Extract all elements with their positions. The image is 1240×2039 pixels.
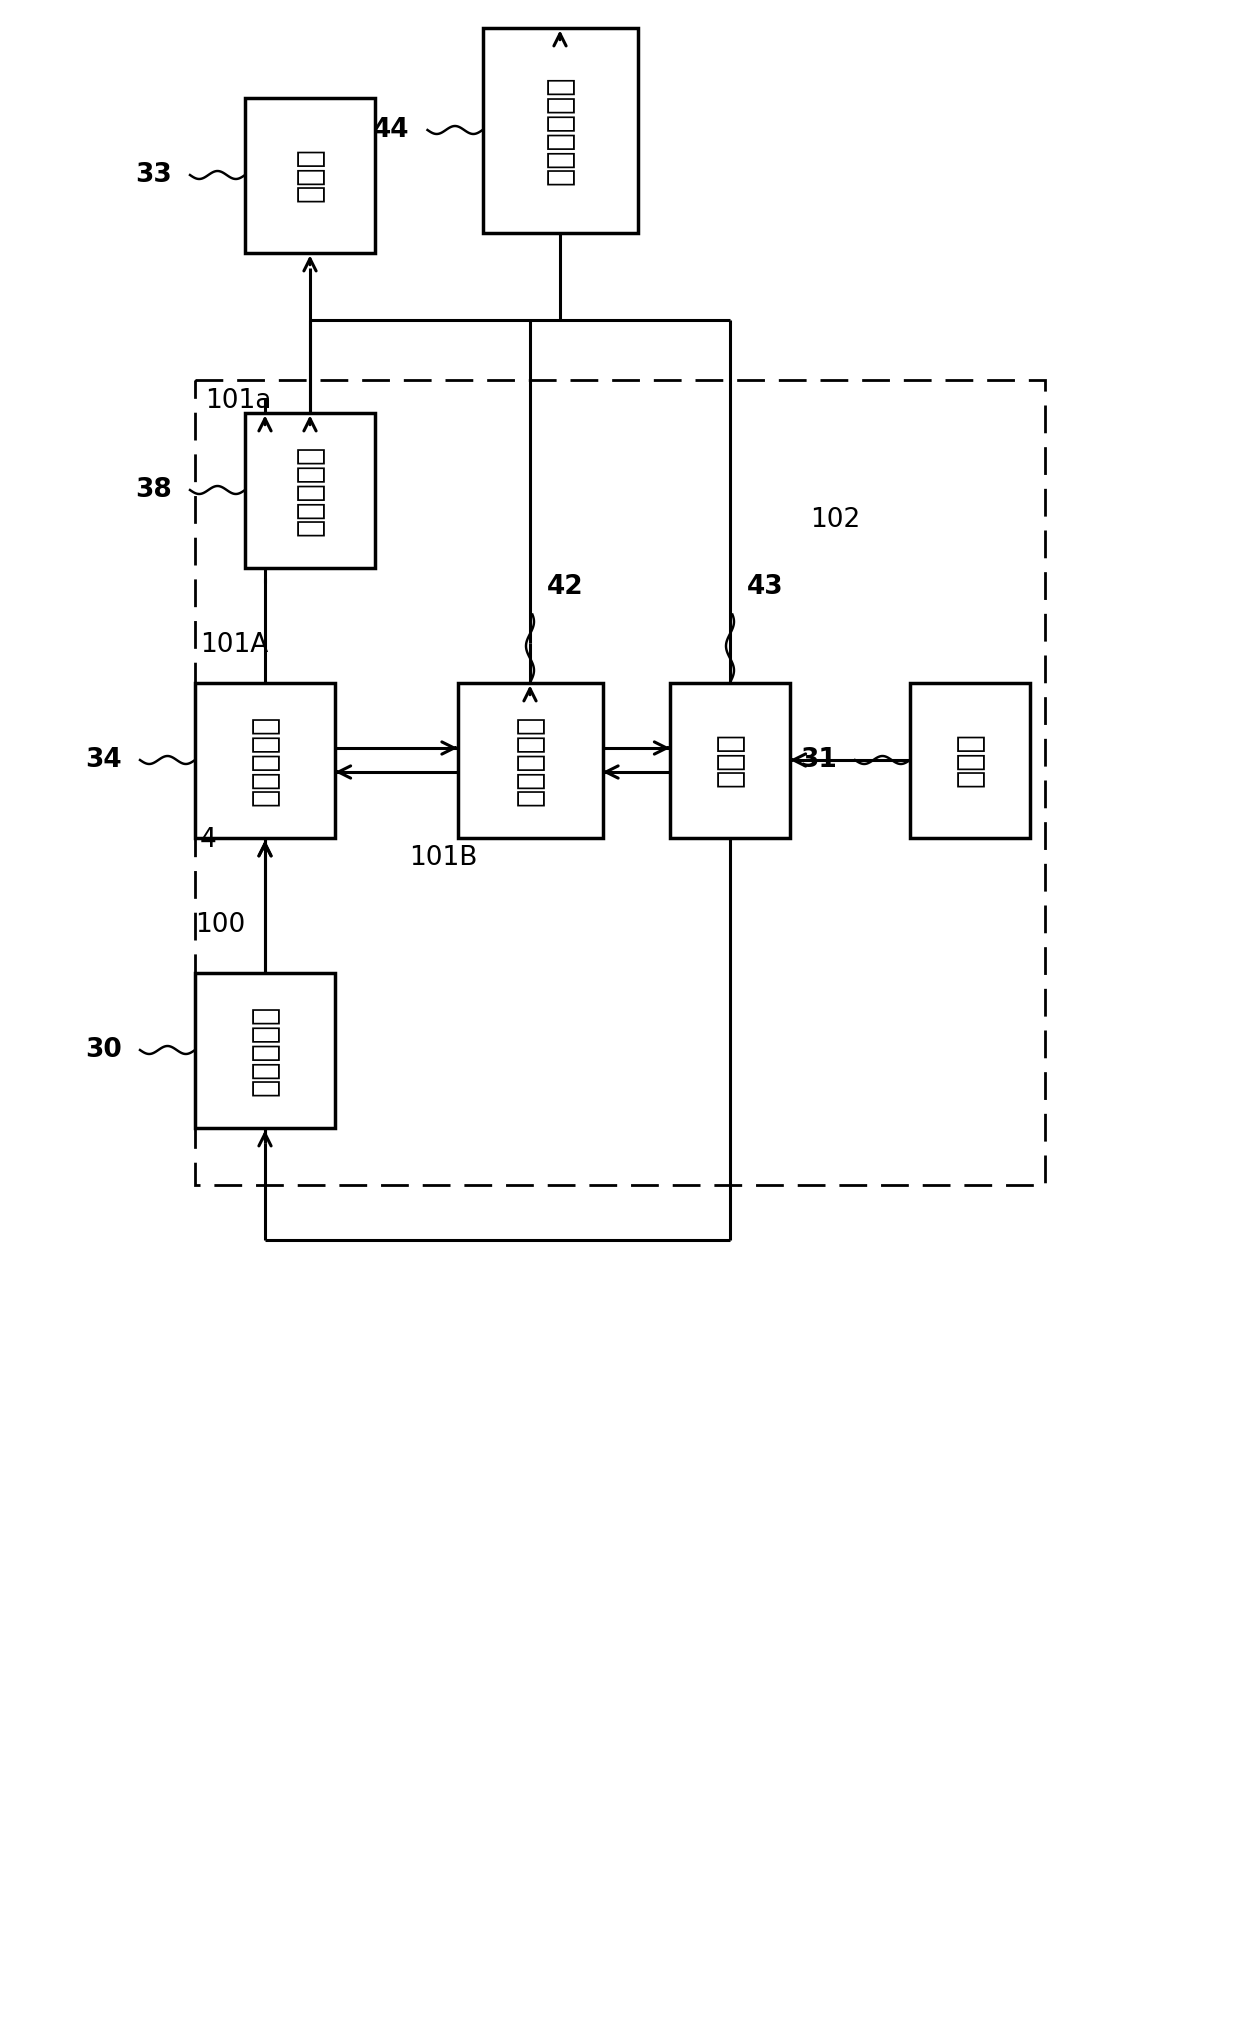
Bar <box>910 683 1030 838</box>
Text: 101B: 101B <box>409 844 477 871</box>
Text: 34: 34 <box>86 746 122 773</box>
Text: 102: 102 <box>810 508 861 532</box>
Text: 44: 44 <box>373 116 409 143</box>
Text: 图像生成部: 图像生成部 <box>250 1005 279 1095</box>
Text: 43: 43 <box>746 573 784 599</box>
Bar <box>458 683 603 838</box>
Text: 显示部: 显示部 <box>295 147 325 202</box>
Text: 信号变换部: 信号变换部 <box>295 445 325 536</box>
Text: 31: 31 <box>800 746 837 773</box>
Text: 38: 38 <box>135 477 172 504</box>
Bar <box>246 98 374 253</box>
Text: 操作部: 操作部 <box>956 732 985 787</box>
Text: 图像处理部: 图像处理部 <box>250 714 279 805</box>
Bar <box>195 379 1045 1185</box>
Bar <box>195 973 335 1128</box>
Text: 101A: 101A <box>200 632 268 659</box>
Bar <box>195 683 335 838</box>
Text: 控制部: 控制部 <box>715 732 744 787</box>
Text: 30: 30 <box>86 1038 122 1062</box>
Text: 42: 42 <box>547 573 583 599</box>
Text: 外部存储介质: 外部存储介质 <box>546 75 574 186</box>
Text: 101a: 101a <box>205 387 272 414</box>
Bar <box>670 683 790 838</box>
Text: 33: 33 <box>135 161 172 188</box>
Bar <box>246 412 374 567</box>
Bar <box>482 27 637 232</box>
Text: 图像存储部: 图像存储部 <box>516 714 544 805</box>
Text: 100: 100 <box>195 911 246 938</box>
Text: 4: 4 <box>200 828 217 852</box>
